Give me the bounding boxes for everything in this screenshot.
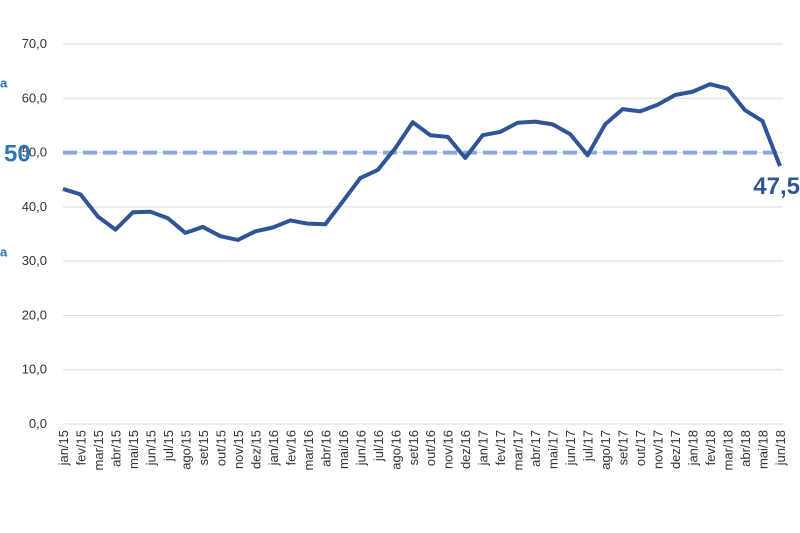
x-tick-label: jun/17 (563, 430, 578, 466)
y-tick-label: 70,0 (22, 36, 47, 51)
x-tick-label: set/15 (196, 430, 211, 465)
x-tick-label: mar/17 (511, 430, 526, 470)
x-tick-label: jul/15 (161, 430, 176, 462)
x-tick-label: jul/16 (371, 430, 386, 462)
y-tick-label: 60,0 (22, 90, 47, 105)
x-tick-label: jun/16 (353, 430, 368, 466)
x-tick-label: fev/18 (703, 430, 718, 465)
x-tick-label: out/17 (633, 430, 648, 466)
y-tick-label: 0,0 (29, 416, 47, 431)
x-tick-label: jan/16 (266, 430, 281, 466)
x-tick-label: mai/15 (126, 430, 141, 469)
x-tick-label: dez/15 (248, 430, 263, 469)
x-tick-label: jun/15 (143, 430, 158, 466)
x-tick-label: mai/16 (336, 430, 351, 469)
y-tick-label: 40,0 (22, 199, 47, 214)
x-tick-label: jul/17 (581, 430, 596, 462)
left-fragment: a (0, 245, 8, 260)
x-tick-label: ago/17 (598, 430, 613, 470)
x-tick-label: out/15 (213, 430, 228, 466)
x-tick-label: nov/17 (651, 430, 666, 469)
left-fragment: a (0, 75, 8, 90)
x-tick-label: mai/17 (546, 430, 561, 469)
x-tick-label: jan/18 (686, 430, 701, 466)
x-tick-label: abr/15 (108, 430, 123, 467)
x-tick-label: nov/16 (441, 430, 456, 469)
x-tick-label: mar/16 (301, 430, 316, 470)
x-tick-label: jan/17 (476, 430, 491, 466)
x-tick-label: abr/18 (738, 430, 753, 467)
x-tick-label: abr/17 (528, 430, 543, 467)
y-tick-label: 50,0 (22, 145, 47, 160)
x-tick-label: mar/15 (91, 430, 106, 470)
y-tick-label: 20,0 (22, 307, 47, 322)
x-tick-label: abr/16 (318, 430, 333, 467)
x-tick-label: nov/15 (231, 430, 246, 469)
value-label: 47,5 (753, 173, 800, 200)
data-line (62, 82, 782, 242)
x-tick-label: mai/18 (756, 430, 771, 469)
x-tick-label: dez/17 (668, 430, 683, 469)
x-tick-label: fev/16 (283, 430, 298, 465)
x-tick-label: out/16 (423, 430, 438, 466)
x-tick-label: jun/18 (773, 430, 788, 466)
x-tick-label: mar/18 (721, 430, 736, 470)
x-tick-label: set/16 (406, 430, 421, 465)
x-tick-label: ago/15 (178, 430, 193, 470)
x-tick-label: set/17 (616, 430, 631, 465)
y-tick-label: 30,0 (22, 253, 47, 268)
y-tick-label: 10,0 (22, 362, 47, 377)
x-tick-label: ago/16 (388, 430, 403, 470)
x-tick-label: fev/17 (493, 430, 508, 465)
x-tick-label: dez/16 (458, 430, 473, 469)
x-tick-label: fev/15 (73, 430, 88, 465)
x-tick-label: jan/15 (56, 430, 71, 466)
reference-label: 50 (4, 141, 31, 168)
